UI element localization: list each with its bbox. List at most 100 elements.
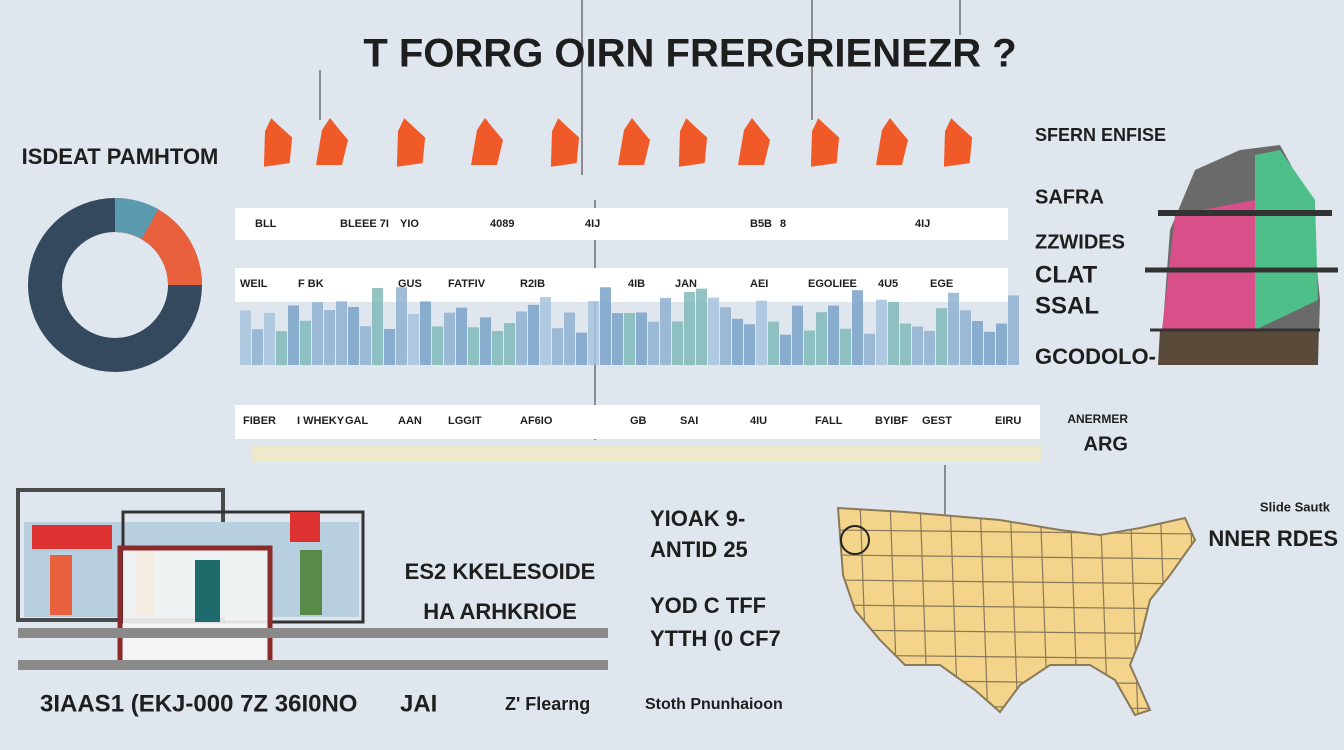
skyline-block bbox=[420, 301, 431, 365]
center-text: YOD C TFF bbox=[650, 593, 766, 618]
skyline-block bbox=[564, 312, 575, 365]
skyline-block bbox=[672, 321, 683, 365]
skyline-block bbox=[612, 313, 623, 365]
skyline-block bbox=[576, 332, 587, 365]
state-border bbox=[838, 579, 1195, 585]
table-cell: WEIL bbox=[240, 278, 268, 290]
table-cell: YIO bbox=[400, 218, 419, 230]
figure bbox=[550, 118, 580, 167]
side-label: GCODOLO- bbox=[1035, 344, 1156, 369]
table-cell: AEI bbox=[750, 278, 768, 290]
side-label: CLAT bbox=[1035, 261, 1098, 288]
figure bbox=[810, 118, 840, 167]
skyline-block bbox=[372, 288, 383, 365]
bottom-left-panel bbox=[16, 488, 608, 670]
table-cell: B5B bbox=[750, 218, 772, 230]
table-cell: FATFIV bbox=[448, 278, 486, 290]
table-row bbox=[235, 268, 1008, 302]
center-text: ANTID 25 bbox=[650, 537, 748, 562]
side-label: SAFRA bbox=[1035, 186, 1104, 208]
map-label: NNER RDES bbox=[1208, 526, 1338, 551]
skyline-block bbox=[468, 327, 479, 365]
skyline-block bbox=[744, 324, 755, 365]
figure bbox=[876, 118, 908, 165]
middle-line: ES2 KKELESOIDE bbox=[405, 559, 596, 584]
skyline-block bbox=[552, 328, 563, 365]
table-cell: BLEEE 7I bbox=[340, 218, 389, 230]
skyline-block bbox=[456, 307, 467, 365]
skyline-block bbox=[792, 305, 803, 365]
table-cell: BYIBF bbox=[875, 415, 908, 427]
skyline-block bbox=[312, 302, 323, 365]
middle-line: HA ARHKRIOE bbox=[423, 599, 577, 624]
map-label-small: Slide Sautk bbox=[1260, 499, 1331, 514]
skyline-block bbox=[852, 290, 863, 365]
skyline-block bbox=[384, 328, 395, 365]
table-cell: F BK bbox=[298, 278, 324, 290]
side-note: ANERMER bbox=[1067, 412, 1128, 426]
table-cell: 4IJ bbox=[585, 218, 600, 230]
skyline-block bbox=[264, 312, 275, 365]
footer-text: 3IAAS1 (EKJ-000 7Z 36I0NO bbox=[40, 690, 357, 717]
skyline-block bbox=[984, 331, 995, 365]
hanging-lines bbox=[319, 0, 961, 520]
table-row bbox=[235, 208, 1008, 240]
table-strip bbox=[252, 446, 1042, 462]
skyline-block bbox=[360, 326, 371, 365]
side-label: SSAL bbox=[1035, 292, 1099, 319]
figure bbox=[396, 118, 426, 167]
figure-row bbox=[263, 118, 973, 167]
table-cell: 8 bbox=[780, 218, 786, 230]
table-cell: 4IJ bbox=[915, 218, 930, 230]
skyline-block bbox=[756, 300, 767, 365]
center-text: YTTH (0 CF7 bbox=[650, 626, 781, 651]
skyline-block bbox=[504, 323, 515, 365]
skyline-block bbox=[816, 312, 827, 365]
figure bbox=[263, 118, 293, 167]
skyline-block bbox=[444, 312, 455, 365]
skyline-block bbox=[780, 334, 791, 365]
skyline-block bbox=[912, 326, 923, 365]
title: T FORRG OIRN FRERGRIENEZR ? bbox=[363, 32, 1016, 76]
skyline-block bbox=[732, 318, 743, 365]
skyline-block bbox=[960, 310, 971, 365]
table-cell: FALL bbox=[815, 415, 843, 427]
table-cell: BLL bbox=[255, 218, 277, 230]
skyline-block bbox=[708, 297, 719, 365]
table-cell: SAI bbox=[680, 415, 698, 427]
footer-text: Stoth Pnunhaioon bbox=[645, 696, 783, 713]
table-cell: 4IU bbox=[750, 415, 767, 427]
skyline-block bbox=[588, 300, 599, 365]
table-cell: GUS bbox=[398, 278, 422, 290]
skyline-block bbox=[720, 307, 731, 365]
table-cell: I WHEKY bbox=[297, 415, 345, 427]
skyline-block bbox=[924, 330, 935, 365]
skyline-block bbox=[648, 321, 659, 365]
side-label: SFERN ENFISE bbox=[1035, 125, 1166, 145]
skyline-block bbox=[516, 311, 527, 365]
skyline-block bbox=[864, 333, 875, 365]
skyline-block bbox=[240, 310, 251, 365]
skyline-block bbox=[600, 287, 611, 365]
skyline-block bbox=[972, 321, 983, 365]
skyline-block bbox=[768, 321, 779, 365]
table-cell: AAN bbox=[398, 415, 422, 427]
center-text: YIOAK 9- bbox=[650, 506, 745, 531]
skyline-block bbox=[252, 329, 263, 365]
table-cell: LGGIT bbox=[448, 415, 482, 427]
skyline-block bbox=[408, 314, 419, 365]
skyline-block bbox=[996, 323, 1007, 365]
table-cell: 4U5 bbox=[878, 278, 898, 290]
skyline-block bbox=[660, 297, 671, 365]
footer-text: Z' Flearng bbox=[505, 694, 590, 714]
state-border bbox=[1009, 508, 1019, 715]
state-border bbox=[838, 529, 1195, 535]
skyline-block bbox=[948, 292, 959, 365]
skyline-block bbox=[432, 326, 443, 365]
skyline-block bbox=[288, 305, 299, 365]
figure bbox=[618, 118, 650, 165]
side-label: ZZWIDES bbox=[1035, 231, 1125, 253]
table-cell: 4089 bbox=[490, 218, 514, 230]
skyline-block bbox=[696, 288, 707, 365]
